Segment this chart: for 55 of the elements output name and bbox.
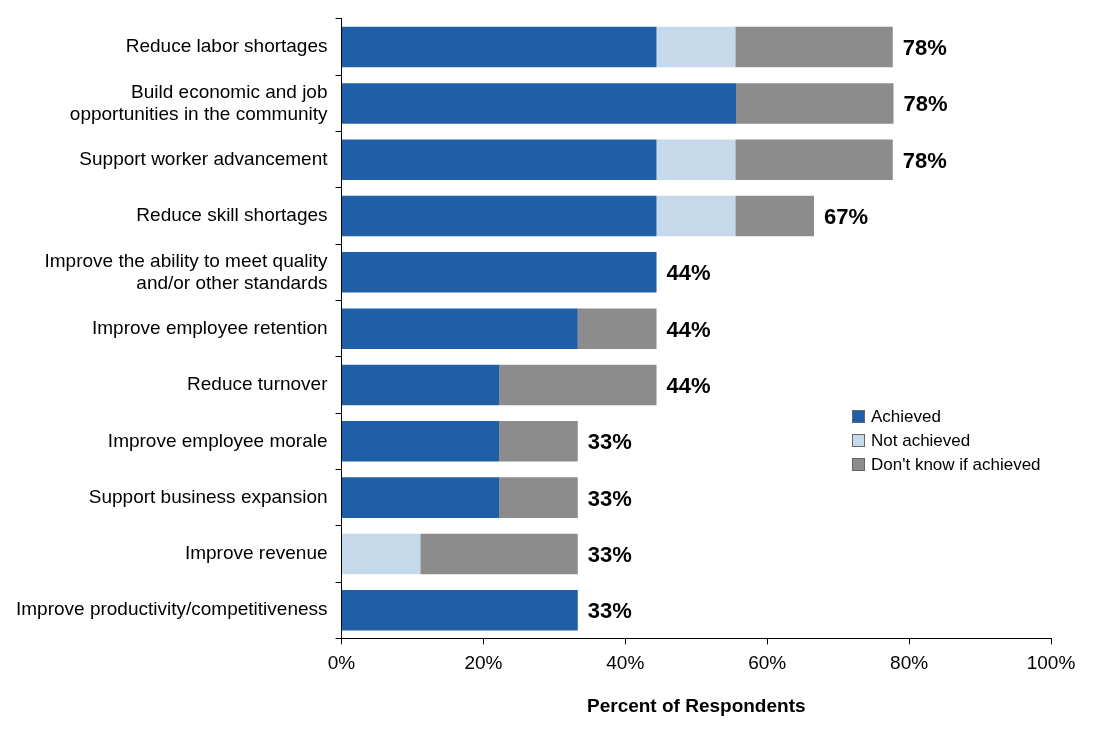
bar (342, 195, 657, 237)
bar (735, 139, 893, 180)
bar (577, 308, 657, 349)
y-tick-label: Improve employee retention (92, 316, 328, 338)
bar (735, 83, 894, 124)
bar (342, 308, 578, 349)
bar (342, 364, 500, 406)
bar (342, 83, 736, 124)
y-tick-label: Reduce turnover (187, 373, 329, 395)
legend-label: Achieved (871, 406, 941, 427)
bar (342, 477, 500, 518)
bar (342, 139, 657, 180)
x-tick-label: 0% (327, 652, 356, 674)
bar (420, 533, 578, 575)
total-label: 44% (666, 260, 711, 286)
bar (342, 26, 657, 68)
bar (656, 139, 736, 180)
bar (342, 252, 657, 293)
y-tick-label: Reduce skill shortages (136, 204, 328, 226)
total-label: 78% (903, 91, 948, 117)
y-tick-label: Improve revenue (184, 542, 328, 564)
x-tick-label: 80% (890, 652, 929, 674)
total-label: 78% (902, 147, 947, 173)
bar (735, 26, 893, 68)
bar (499, 364, 657, 406)
y-tick-label: Improve the ability to meet quality and/or other standards (44, 249, 329, 293)
y-tick-label: Support worker advancement (79, 147, 329, 169)
x-tick-label: 60% (748, 652, 787, 674)
x-tick-label: 40% (606, 652, 645, 674)
bar (499, 477, 578, 518)
total-label: 33% (587, 485, 632, 511)
y-tick-label: Improve productivity/competitiveness (16, 598, 328, 620)
y-tick-label: Reduce labor shortages (125, 35, 328, 57)
bar (342, 589, 578, 631)
x-tick-label: 20% (464, 652, 503, 674)
bar (342, 533, 421, 575)
bar (656, 195, 736, 237)
total-label: 33% (587, 541, 632, 567)
x-tick-label: 100% (1026, 652, 1076, 674)
bar (656, 26, 736, 68)
y-tick-label: Build economic and job opportunities in the community (69, 80, 329, 124)
x-axis-title: Percent of Respondents (586, 694, 806, 716)
bar (342, 421, 500, 462)
total-label: 33% (587, 598, 632, 624)
total-label: 33% (587, 429, 632, 455)
y-tick-label: Support business expansion (88, 485, 328, 507)
legend-label: Don't know if achieved (871, 454, 1041, 475)
legend-label: Not achieved (871, 430, 971, 451)
total-label: 44% (666, 316, 711, 342)
y-tick-label: Improve employee morale (107, 429, 328, 451)
total-label: 44% (666, 373, 711, 399)
total-label: 67% (824, 204, 869, 230)
bar (499, 421, 578, 462)
bar (735, 195, 815, 237)
total-label: 78% (902, 35, 947, 61)
